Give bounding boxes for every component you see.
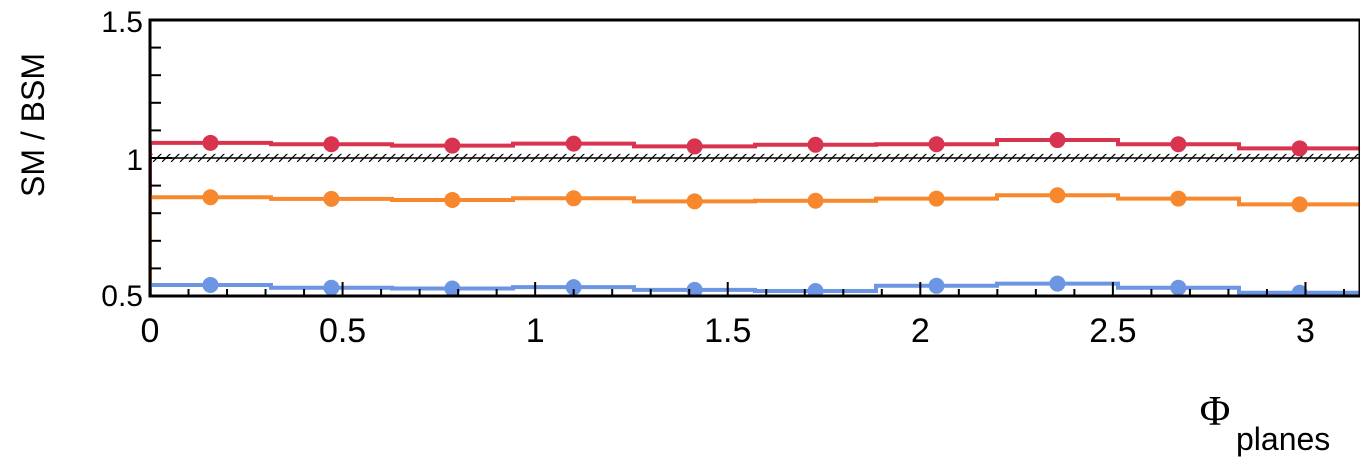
series-1-point: [323, 136, 340, 153]
series-1-point: [807, 136, 824, 153]
series-3-point: [1291, 284, 1308, 296]
series-2-point: [1170, 190, 1187, 207]
x-axis-label-symbol: Φ: [1200, 389, 1231, 435]
y-axis-label: SM / BSM: [15, 53, 51, 197]
series-3-point: [1049, 275, 1066, 292]
y-tick-label: 1: [126, 144, 143, 177]
x-tick-label: 0: [141, 312, 160, 350]
series-3-point: [565, 279, 582, 296]
series-3-histogram: [150, 281, 1360, 296]
series-2: [150, 187, 1360, 296]
series-1-point: [202, 134, 219, 151]
series-1-point: [1170, 136, 1187, 153]
series-2-point: [1049, 187, 1066, 204]
series-2-point: [928, 190, 945, 207]
series-1: [150, 132, 1360, 296]
series-1-point: [1049, 132, 1066, 149]
y-tick-label: 1.5: [101, 6, 143, 39]
series-2-point: [202, 189, 219, 206]
series-2-point: [807, 192, 824, 209]
x-tick-label: 1.5: [704, 312, 751, 350]
series-2-point: [323, 190, 340, 207]
y-tick-label: 0.5: [101, 280, 143, 313]
series-1-point: [1291, 140, 1308, 157]
x-tick-label: 2.5: [1089, 312, 1136, 350]
series-2-point: [565, 190, 582, 207]
x-axis-label: Φ planes: [1200, 389, 1331, 457]
series-1-point: [928, 136, 945, 153]
series-2-histogram: [150, 193, 1360, 296]
series-3: [150, 275, 1360, 296]
series-3-point: [807, 283, 824, 296]
series-1-point: [686, 138, 703, 155]
series-3-point: [444, 280, 461, 296]
x-tick-label: 2: [911, 312, 930, 350]
series-3-point: [1170, 279, 1187, 296]
x-axis-label-subscript: planes: [1236, 421, 1330, 457]
x-tick-label: 3: [1296, 312, 1315, 350]
series-3-point: [686, 281, 703, 296]
series-3-point: [202, 276, 219, 293]
series-3-point: [323, 279, 340, 296]
series-3-point: [928, 277, 945, 294]
series-1-histogram: [150, 138, 1360, 296]
series-2-point: [1291, 196, 1308, 213]
series-1-point: [565, 135, 582, 152]
series-2-point: [686, 193, 703, 210]
x-tick-label: 1: [526, 312, 545, 350]
series-2-point: [444, 191, 461, 208]
x-tick-label: 0.5: [319, 312, 366, 350]
series-1-point: [444, 137, 461, 154]
plot-area: [148, 18, 1360, 298]
